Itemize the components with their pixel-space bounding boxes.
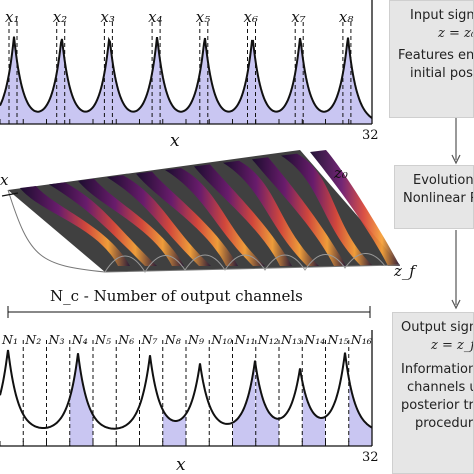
top-signal-fill (0, 36, 372, 124)
channel-label: N₁₃ (280, 332, 302, 347)
middle-x-label: x (0, 171, 9, 189)
output-box-line-5: posterior training (401, 398, 474, 413)
top-ticks (0, 119, 373, 124)
channel-label: N₁ (1, 332, 18, 347)
input-box-line-4: initial positions (410, 66, 474, 81)
channel-dividers (22, 340, 350, 446)
middle-panel: x z₀ z_f (0, 150, 417, 280)
surface-waves (20, 150, 400, 266)
channel-labels: N₁ N₂ N₃ N₄ N₅ N₆ N₇ N₈ N₉ N₁₀ N₁₁ N₁₂ N₁₃ N₁₄ N₁₅ N₁₆ (1, 332, 372, 347)
output-box-line-4: channels used for (407, 380, 473, 395)
channel-fills (69, 353, 372, 446)
top-peak-label: x₅ (196, 8, 210, 26)
input-box-line-2: z = z₀ (438, 26, 474, 41)
bottom-ticks (0, 441, 373, 446)
top-signal-curve (0, 36, 373, 119)
top-peak-label: x₂ (53, 8, 67, 26)
channel-label: N₉ (187, 332, 204, 347)
x-direction-arrow (1, 192, 19, 197)
bottom-panel: N_c - Number of output channels N₁ N₂ N₃ N₄… (0, 287, 379, 474)
flow-arrows (451, 118, 461, 310)
surface-wave (107, 175, 211, 266)
surface-front-edge (7, 189, 401, 273)
bottom-x-max-tick: 32 (362, 450, 379, 465)
channel-fill (348, 379, 372, 446)
channel-label: N₂ (24, 332, 41, 347)
evolution-box: Evolution via Nonlinear Response (394, 165, 474, 229)
output-signal-box: Output signal z = z_f Information from c… (392, 312, 474, 474)
channel-label: N₇ (141, 332, 158, 347)
channel-fill (232, 360, 256, 446)
evolution-box-line-2: Nonlinear Response (403, 191, 473, 206)
surface-wave (223, 160, 319, 266)
surface-wave (310, 150, 400, 266)
surface-wave (49, 182, 157, 266)
output-box-line-6: procedure (415, 416, 473, 431)
channel-fill (302, 384, 326, 446)
top-peak-label: x₁ (5, 8, 19, 26)
bottom-x-axis-label: x (176, 455, 186, 474)
z-end-label: z_f (393, 262, 417, 280)
surface-wave (78, 178, 184, 266)
surface-grid-waves (104, 253, 386, 273)
channel-label: N₆ (117, 332, 134, 347)
surface-wave (281, 153, 373, 266)
channel-label: N₄ (71, 332, 88, 347)
input-box-line-3: Features encoded in (398, 48, 474, 63)
channel-fill (255, 367, 279, 446)
channel-label: N₅ (94, 332, 111, 347)
output-box-line-3: Information from (401, 362, 474, 377)
output-channels-header: N_c - Number of output channels (50, 287, 303, 305)
channel-label: N₁₁ (234, 332, 256, 347)
top-peak-label: x₇ (291, 8, 305, 26)
surface-wave (165, 168, 265, 266)
output-box-line-2: z = z_f (431, 338, 474, 353)
surface-wave (194, 164, 292, 266)
channel-label: N₁₀ (210, 332, 232, 347)
surface-wave (136, 171, 238, 266)
top-x-max-tick: 32 (362, 128, 379, 143)
channel-label: N₁₅ (327, 332, 349, 347)
surface-wave (252, 157, 346, 266)
top-peak-label: x₃ (100, 8, 114, 26)
channel-label: N₁₆ (350, 332, 372, 347)
top-peak-label: x₈ (339, 8, 353, 26)
z-start-label: z₀ (333, 164, 348, 182)
input-box-line-1: Input signal (410, 8, 474, 23)
top-peak-label: x₄ (148, 8, 162, 26)
top-x-axis-label: x (170, 131, 180, 151)
surface-wave (20, 186, 130, 266)
top-peak-labels: x₁ x₂ x₃ x₄ x₅ x₆ x₇ x₈ (5, 8, 353, 26)
bottom-signal-curve (0, 349, 373, 430)
top-panel: x₁ x₂ x₃ x₄ x₅ x₆ x₇ x₈ x 32 (0, 0, 379, 151)
top-peak-label: x₆ (244, 8, 258, 26)
channel-label: N₁₂ (257, 332, 279, 347)
channel-label: N₃ (48, 332, 65, 347)
output-box-line-1: Output signal (401, 320, 473, 335)
channel-label: N₁₄ (303, 332, 325, 347)
channel-label: N₈ (164, 332, 181, 347)
input-signal-box: Input signal z = z₀ Features encoded in … (389, 0, 474, 118)
evolution-box-line-1: Evolution via (413, 173, 474, 188)
channel-fill (69, 353, 93, 446)
